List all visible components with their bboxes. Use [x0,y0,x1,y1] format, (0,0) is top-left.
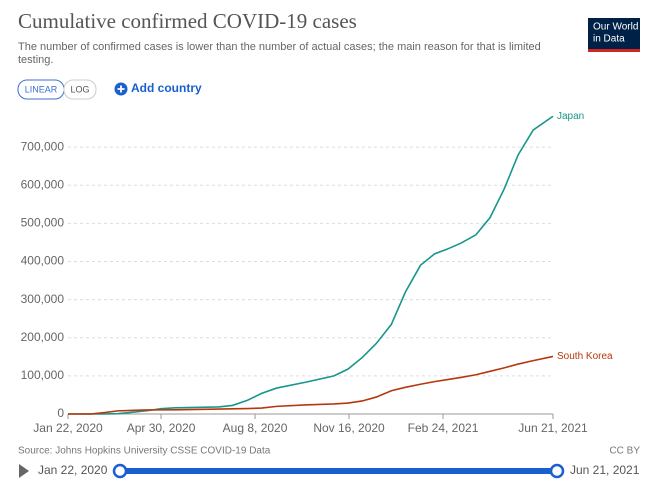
linear-button-label: LINEAR [25,84,58,94]
logo-text: in Data [593,34,625,45]
log-button[interactable] [63,79,97,100]
series-label: Japan [557,111,584,122]
timeline-track[interactable] [120,468,557,474]
x-tick-label: Apr 30, 2020 [127,421,196,435]
log-button-label: LOG [70,84,89,94]
timeline-end: Jun 21, 2021 [570,463,640,477]
chart-title: Cumulative confirmed COVID-19 cases [18,9,357,33]
x-tick-label: Aug 8, 2020 [223,421,288,435]
x-tick-label: Feb 24, 2021 [408,421,479,435]
logo-box [588,18,640,52]
license: CC BY [609,446,640,457]
y-tick-label: 500,000 [21,216,65,230]
add-icon-plus [117,85,125,93]
y-tick-label: 300,000 [21,292,65,306]
y-tick-label: 100,000 [21,368,65,382]
logo-text: Our World [593,22,638,33]
logo-bar [588,49,640,52]
y-tick-label: 700,000 [21,139,65,153]
y-tick-label: 400,000 [21,254,65,268]
add-country[interactable]: Add country [114,81,202,96]
x-tick-label: Jun 21, 2021 [518,421,588,435]
add-country-label: Add country [131,81,202,95]
logo[interactable]: Our World in Data [588,18,640,52]
subtitle-line: The number of confirmed cases is lower t… [18,41,541,53]
source: Source: Johns Hopkins University CSSE CO… [18,446,271,457]
series-label: South Korea [557,351,613,362]
y-tick-label: 600,000 [21,177,65,191]
subtitle-line: testing. [18,54,53,66]
timeline: Jan 22, 2020 Jun 21, 2021 [19,463,640,479]
series-line [67,355,554,415]
timeline-handle[interactable] [549,463,565,479]
y-tick-label: 200,000 [21,330,65,344]
scale-toggle: LINEAR LOG [17,79,97,100]
x-tick-label: Jan 22, 2020 [33,421,103,435]
play-button[interactable] [19,464,29,478]
timeline-handle[interactable] [112,463,128,479]
y-tick-label: 0 [57,406,64,420]
x-tick-label: Nov 16, 2020 [313,421,385,435]
timeline-start: Jan 22, 2020 [38,463,108,477]
